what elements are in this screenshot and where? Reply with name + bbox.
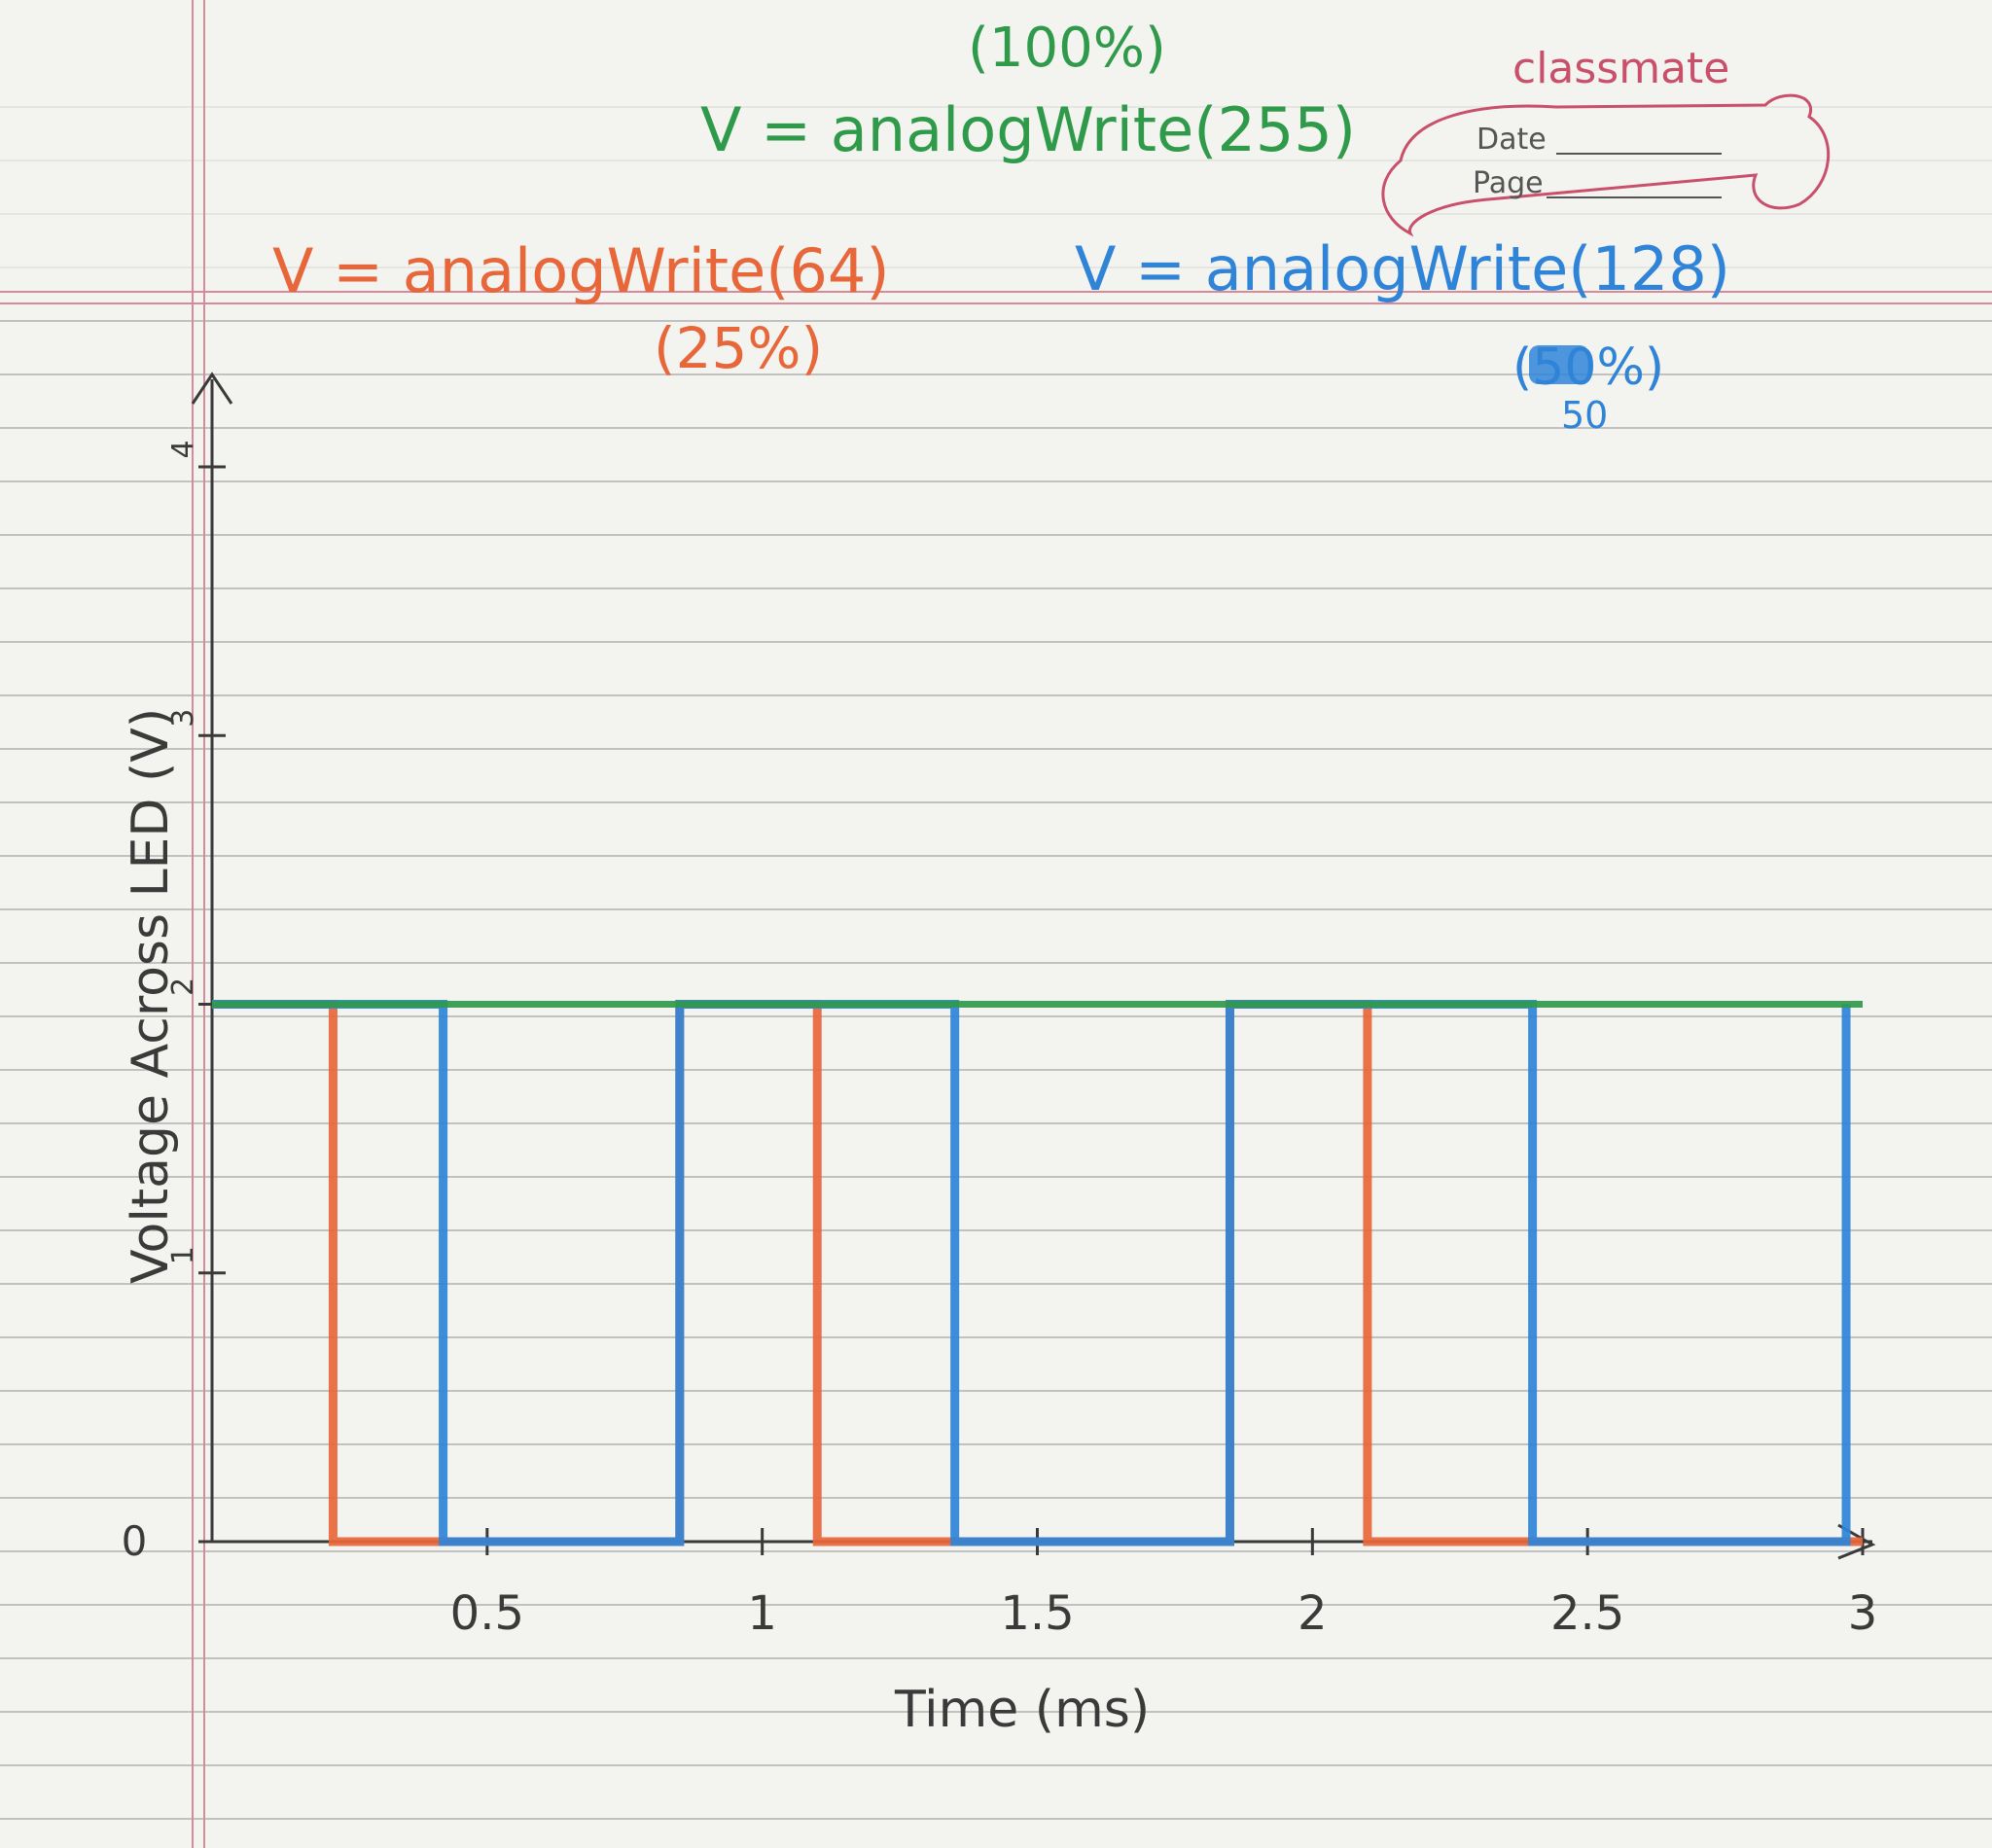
stamp-outline: [1381, 93, 1831, 237]
legend-green: (100%) V = analogWrite(255): [700, 17, 1356, 165]
x-tick-label: 2.5: [1550, 1586, 1624, 1641]
x-axis-label: Time (ms): [894, 1681, 1150, 1739]
series-line-blue: [212, 1000, 1851, 1546]
plot-series: [212, 1000, 1863, 1546]
legend-blue: V = analogWrite(128) (50%) 50: [1075, 233, 1730, 437]
y-tick-label: 0: [122, 1517, 148, 1565]
x-tick-label: 1: [747, 1586, 777, 1641]
y-axis-label: Voltage Across LED (V): [122, 708, 180, 1284]
ruled-lines: [0, 106, 1992, 1820]
x-tick-label: 3: [1848, 1586, 1878, 1641]
orange-series-note: (25%): [654, 315, 823, 381]
classmate-stamp: classmate Date Page: [1381, 44, 1831, 237]
y-tick-label: 4: [166, 440, 200, 458]
blue-series-name: V = analogWrite(128): [1075, 233, 1730, 304]
green-series-name: V = analogWrite(255): [700, 94, 1356, 165]
tick-marks: 0.5 1 1.5 2 2.5 3 0 1 2 3 4: [122, 440, 1878, 1641]
green-series-note: (100%): [968, 17, 1166, 80]
stamp-date-label: Date: [1476, 123, 1547, 157]
y-tick-label: 1: [166, 1246, 200, 1264]
stamp-page-label: Page: [1473, 166, 1544, 200]
blue-scribble: [1529, 345, 1589, 384]
stamp-brand: classmate: [1512, 44, 1729, 93]
blue-series-under: 50: [1561, 394, 1608, 437]
legend-orange: V = analogWrite(64) (25%): [272, 235, 890, 381]
x-tick-label: 0.5: [450, 1586, 524, 1641]
y-tick-label: 3: [166, 709, 200, 728]
x-tick-label: 2: [1298, 1586, 1328, 1641]
orange-series-name: V = analogWrite(64): [272, 235, 890, 306]
series-line-orange: [212, 1000, 1863, 1546]
x-tick-label: 1.5: [1000, 1586, 1074, 1641]
y-tick-label: 2: [166, 977, 200, 996]
y-axis-arrow: [191, 372, 233, 405]
